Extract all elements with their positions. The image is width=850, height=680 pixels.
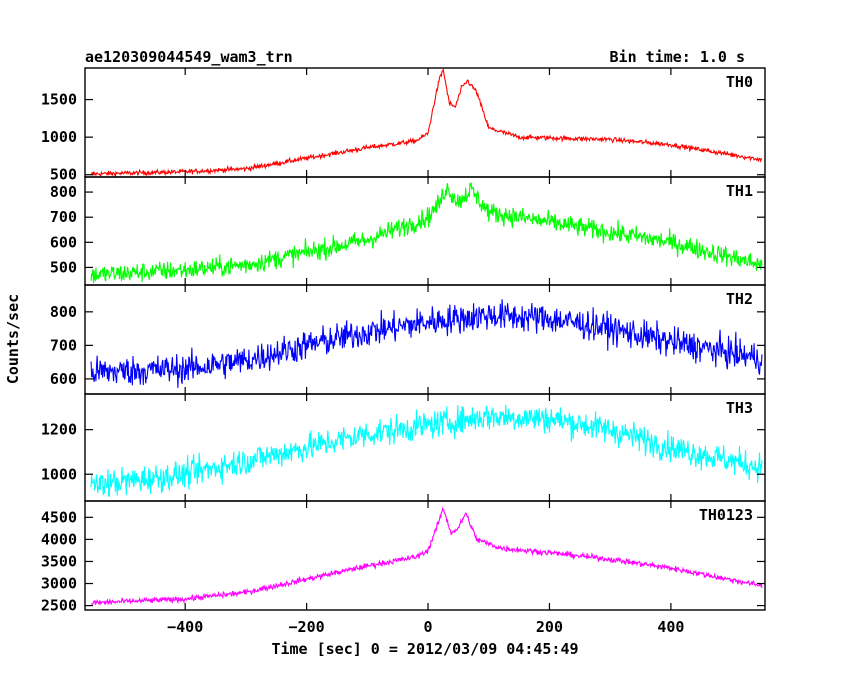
panel-th3: 1000 1200 TH3 <box>41 393 766 502</box>
plot-header-left: ae120309044549_wam3_trn <box>85 48 293 66</box>
series-line-th2 <box>90 299 763 388</box>
series-name-label: TH0123 <box>699 506 753 524</box>
panel-th0123: 2500 3000 3500 4000 4500 TH0123 <box>41 500 766 615</box>
y-tick-label: 500 <box>50 166 77 184</box>
y-tick-label: 700 <box>50 208 77 226</box>
x-axis-title: Time [sec] 0 = 2012/03/09 04:45:49 <box>271 640 578 658</box>
y-tick-label: 3500 <box>41 552 77 570</box>
panel-frame <box>84 500 766 611</box>
series-name-label: TH1 <box>726 182 753 200</box>
y-tick-label: 500 <box>50 258 77 276</box>
x-tick-label: 200 <box>536 618 563 636</box>
y-tick-label: 4000 <box>41 530 77 548</box>
x-tick-label: −400 <box>167 618 203 636</box>
y-tick-label: 2500 <box>41 597 77 615</box>
panel-th2: 600 700 800 TH2 <box>50 284 766 395</box>
x-tick-label: −200 <box>289 618 325 636</box>
panel-th1: 500 600 700 800 TH1 <box>50 176 766 286</box>
panel-th0: 500 1000 1500 TH0 <box>41 67 766 184</box>
y-tick-label: 600 <box>50 233 77 251</box>
y-axis-title: Counts/sec <box>4 294 22 384</box>
y-tick-label: 800 <box>50 183 77 201</box>
x-tick-label: 400 <box>657 618 684 636</box>
series-line-th1 <box>90 181 763 284</box>
y-tick-label: 3000 <box>41 575 77 593</box>
x-tick-label: 0 <box>424 618 433 636</box>
series-name-label: TH3 <box>726 399 753 417</box>
panel-frame <box>84 67 766 178</box>
plot-header-right: Bin time: 1.0 s <box>610 48 745 66</box>
y-tick-label: 800 <box>50 303 77 321</box>
series-line-th0 <box>90 68 763 177</box>
y-tick-label: 600 <box>50 370 77 388</box>
series-line-th0123 <box>90 506 763 606</box>
y-tick-label: 1500 <box>41 91 77 109</box>
series-name-label: TH0 <box>726 73 753 91</box>
series-line-th3 <box>90 404 763 497</box>
y-tick-label: 700 <box>50 336 77 354</box>
panels-group: 500 1000 1500 TH0 500 600 700 800 TH1 600 700 800 TH… <box>41 67 766 615</box>
y-tick-label: 1000 <box>41 128 77 146</box>
y-tick-label: 1200 <box>41 421 77 439</box>
y-tick-label: 4500 <box>41 508 77 526</box>
x-axis: −400 −200 0 200 400 <box>167 618 684 636</box>
series-name-label: TH2 <box>726 290 753 308</box>
y-tick-label: 1000 <box>41 465 77 483</box>
